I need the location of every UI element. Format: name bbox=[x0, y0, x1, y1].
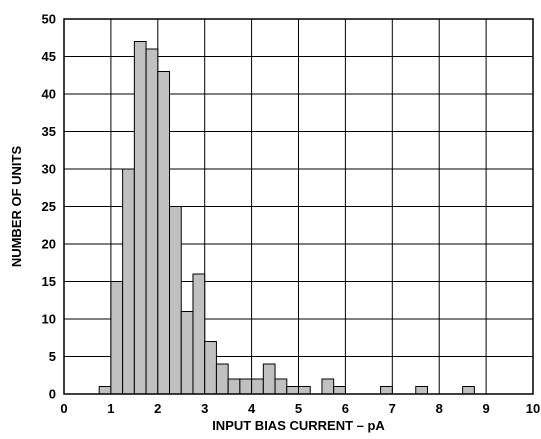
histogram-bar bbox=[145, 48, 159, 395]
histogram-bar bbox=[133, 41, 147, 395]
histogram-bar bbox=[204, 341, 217, 395]
y-tick-label: 15 bbox=[42, 274, 56, 289]
histogram-bar bbox=[215, 363, 229, 395]
x-tick-label: 9 bbox=[482, 401, 489, 416]
histogram-bar bbox=[239, 378, 253, 395]
histogram-bar bbox=[380, 386, 393, 395]
y-tick-label: 30 bbox=[42, 162, 56, 177]
x-tick-label: 10 bbox=[526, 401, 540, 416]
x-tick-label: 4 bbox=[248, 401, 256, 416]
x-tick-label: 8 bbox=[436, 401, 443, 416]
histogram-bar bbox=[98, 386, 112, 395]
y-tick-label: 40 bbox=[42, 87, 56, 102]
y-tick-label: 5 bbox=[49, 349, 56, 364]
y-tick-labels: 0 5 10 15 20 25 30 35 40 45 50 bbox=[42, 12, 56, 402]
x-tick-label: 2 bbox=[154, 401, 161, 416]
x-tick-label: 6 bbox=[342, 401, 349, 416]
x-tick-label: 7 bbox=[389, 401, 396, 416]
histogram-bar bbox=[286, 386, 299, 395]
y-tick-label: 20 bbox=[42, 237, 56, 252]
x-tick-label: 1 bbox=[107, 401, 114, 416]
y-tick-label: 25 bbox=[42, 199, 56, 214]
x-tick-label: 5 bbox=[295, 401, 302, 416]
y-tick-label: 50 bbox=[42, 12, 56, 27]
x-tick-labels: 0 1 2 3 4 5 6 7 8 9 10 bbox=[60, 401, 540, 416]
plot-frame bbox=[63, 18, 534, 395]
histogram-bar bbox=[251, 378, 264, 395]
histogram-bar bbox=[122, 168, 135, 395]
histogram-bar bbox=[192, 273, 206, 395]
y-tick-label: 35 bbox=[42, 124, 56, 139]
histogram-bar bbox=[262, 363, 276, 395]
histogram-bar bbox=[298, 386, 311, 395]
histogram-bar bbox=[110, 281, 124, 395]
histogram-bar bbox=[415, 386, 428, 395]
histogram-bar bbox=[333, 386, 346, 395]
y-tick-label: 10 bbox=[42, 312, 56, 327]
histogram-bar bbox=[169, 206, 182, 395]
x-axis-label: INPUT BIAS CURRENT – pA bbox=[212, 418, 385, 433]
histogram-bar bbox=[274, 378, 288, 395]
histogram-bar bbox=[321, 378, 335, 395]
histogram-bars bbox=[98, 41, 475, 395]
x-tick-label: 0 bbox=[60, 401, 67, 416]
histogram-bar bbox=[462, 386, 475, 395]
y-axis-label: NUMBER OF UNITS bbox=[9, 146, 24, 268]
histogram-bar bbox=[180, 311, 194, 395]
histogram-bar bbox=[157, 71, 171, 395]
x-tick-label: 3 bbox=[201, 401, 208, 416]
y-tick-label: 45 bbox=[42, 49, 56, 64]
histogram-bar bbox=[227, 378, 241, 395]
y-tick-label: 0 bbox=[49, 387, 56, 402]
